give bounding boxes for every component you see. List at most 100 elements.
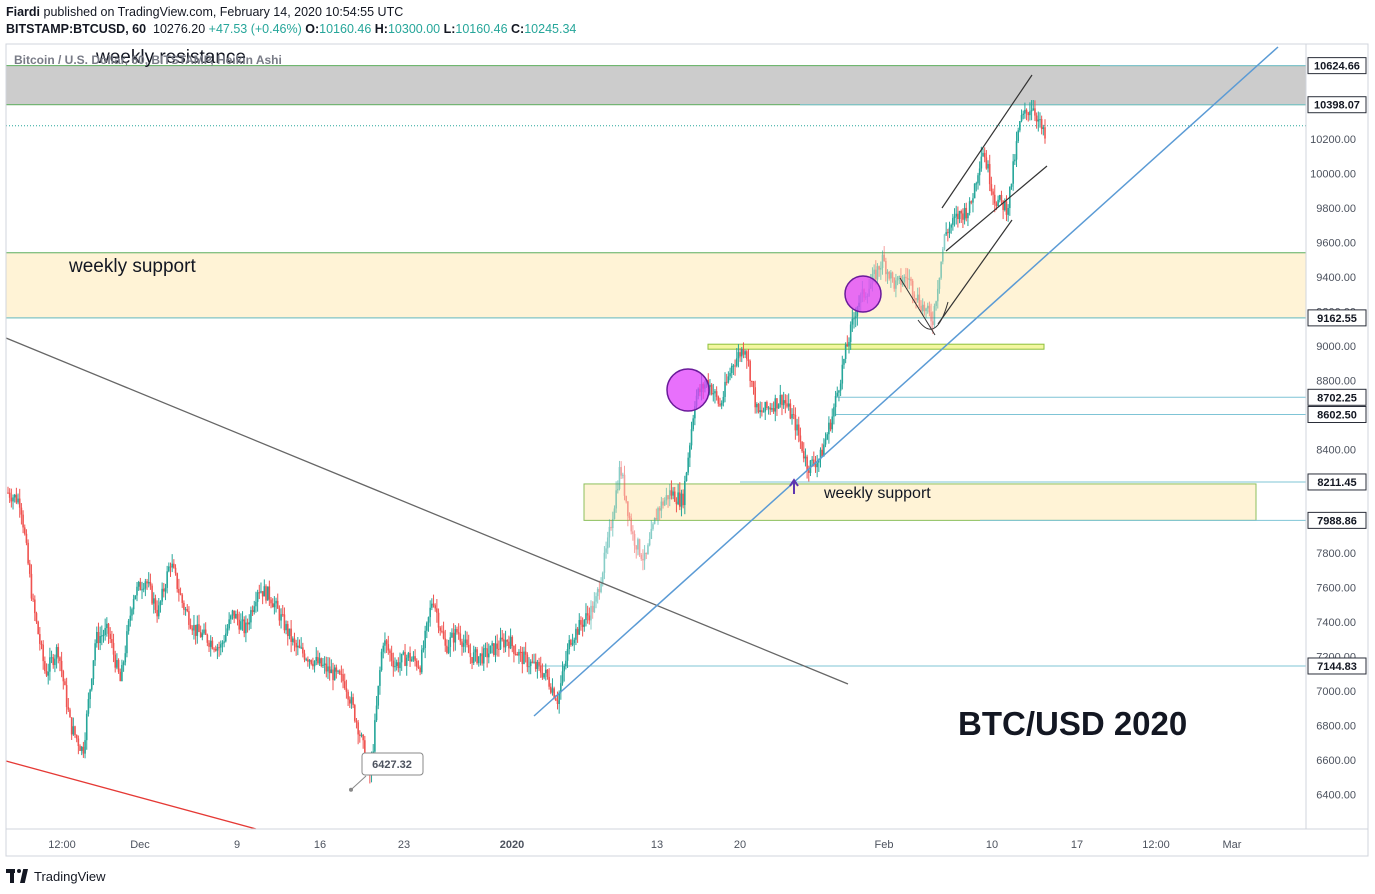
candle xyxy=(159,600,162,613)
candle xyxy=(223,635,225,648)
candle xyxy=(657,506,659,525)
candle xyxy=(528,657,530,675)
level-label-box-2 xyxy=(1307,309,1367,327)
candle xyxy=(142,582,145,593)
candle xyxy=(751,380,753,387)
x-tick-label: 10 xyxy=(986,839,998,851)
candle xyxy=(209,635,212,657)
candle xyxy=(933,303,936,329)
y-tick-label: 9800.00 xyxy=(1316,203,1356,215)
candle xyxy=(196,615,199,644)
candle xyxy=(424,625,426,659)
candle xyxy=(313,660,316,673)
candle xyxy=(960,209,963,223)
candle xyxy=(752,380,755,395)
candle xyxy=(221,640,224,653)
candle xyxy=(203,623,205,635)
candle xyxy=(77,735,80,755)
candle xyxy=(747,349,750,367)
candle xyxy=(45,663,48,678)
candle xyxy=(379,666,381,695)
candle xyxy=(469,643,472,664)
candle xyxy=(781,394,783,416)
candle xyxy=(551,678,554,696)
candle xyxy=(610,520,612,531)
price-chart[interactable]: 6400.006600.006800.007000.007200.007400.… xyxy=(0,0,1375,862)
candle xyxy=(464,630,467,653)
author-name: Fiardi xyxy=(6,5,41,19)
candle xyxy=(844,342,847,364)
candle xyxy=(997,195,999,207)
candle xyxy=(618,460,621,491)
candle xyxy=(968,197,971,216)
candle xyxy=(561,661,564,686)
candle xyxy=(531,654,534,664)
candle xyxy=(426,621,428,639)
candle xyxy=(920,300,922,313)
candle xyxy=(330,659,333,674)
candle xyxy=(183,600,185,616)
candle xyxy=(804,448,807,467)
candle xyxy=(684,475,686,515)
candle xyxy=(678,482,681,511)
candle xyxy=(722,391,725,407)
candle xyxy=(565,650,567,670)
candle xyxy=(975,181,978,192)
candle xyxy=(1029,102,1031,121)
candle xyxy=(40,640,43,650)
x-tick-label: 9 xyxy=(234,839,240,851)
candle xyxy=(181,593,184,608)
candle xyxy=(514,644,517,656)
candle xyxy=(67,698,70,712)
candle xyxy=(982,148,984,157)
candle xyxy=(436,598,438,623)
candle xyxy=(945,222,947,236)
candle xyxy=(459,625,462,646)
candle xyxy=(250,606,252,629)
candle xyxy=(653,517,656,525)
candle xyxy=(692,414,694,432)
y-tick-label: 10200.00 xyxy=(1310,134,1356,146)
candle xyxy=(806,454,808,479)
callout-pointer xyxy=(350,775,367,791)
candle xyxy=(117,658,120,674)
candle xyxy=(853,312,855,329)
candle xyxy=(12,494,14,510)
candle xyxy=(709,379,711,396)
y-tick-label: 6400.00 xyxy=(1316,789,1356,801)
zones-layer xyxy=(5,65,1307,521)
candle xyxy=(757,402,760,414)
candle xyxy=(878,265,880,277)
projection-arrow-line xyxy=(937,219,1013,325)
candle xyxy=(357,719,359,745)
level-label-box-1 xyxy=(1307,96,1367,114)
candle xyxy=(427,616,430,632)
open-label: O: xyxy=(305,22,320,36)
candle xyxy=(988,154,991,192)
candle xyxy=(50,650,53,664)
price-change: +47.53 (+0.46%) xyxy=(208,22,302,36)
candle xyxy=(628,512,631,521)
candle xyxy=(955,205,958,225)
candle xyxy=(126,624,128,658)
candle xyxy=(563,663,565,682)
candle xyxy=(712,383,715,402)
candle xyxy=(147,572,150,588)
candle xyxy=(452,623,455,652)
candle xyxy=(801,441,803,453)
candle xyxy=(898,275,901,284)
candle xyxy=(761,401,763,417)
candle xyxy=(62,669,65,690)
candle xyxy=(152,592,155,614)
candle xyxy=(94,639,96,666)
candle xyxy=(523,646,525,665)
candle xyxy=(521,646,524,674)
candle xyxy=(54,654,56,673)
candle xyxy=(44,656,46,674)
candle xyxy=(581,617,584,637)
x-tick-label: 2020 xyxy=(500,839,524,851)
candle xyxy=(375,695,378,723)
candle xyxy=(655,508,658,520)
candle xyxy=(131,607,133,621)
candle xyxy=(305,657,308,662)
